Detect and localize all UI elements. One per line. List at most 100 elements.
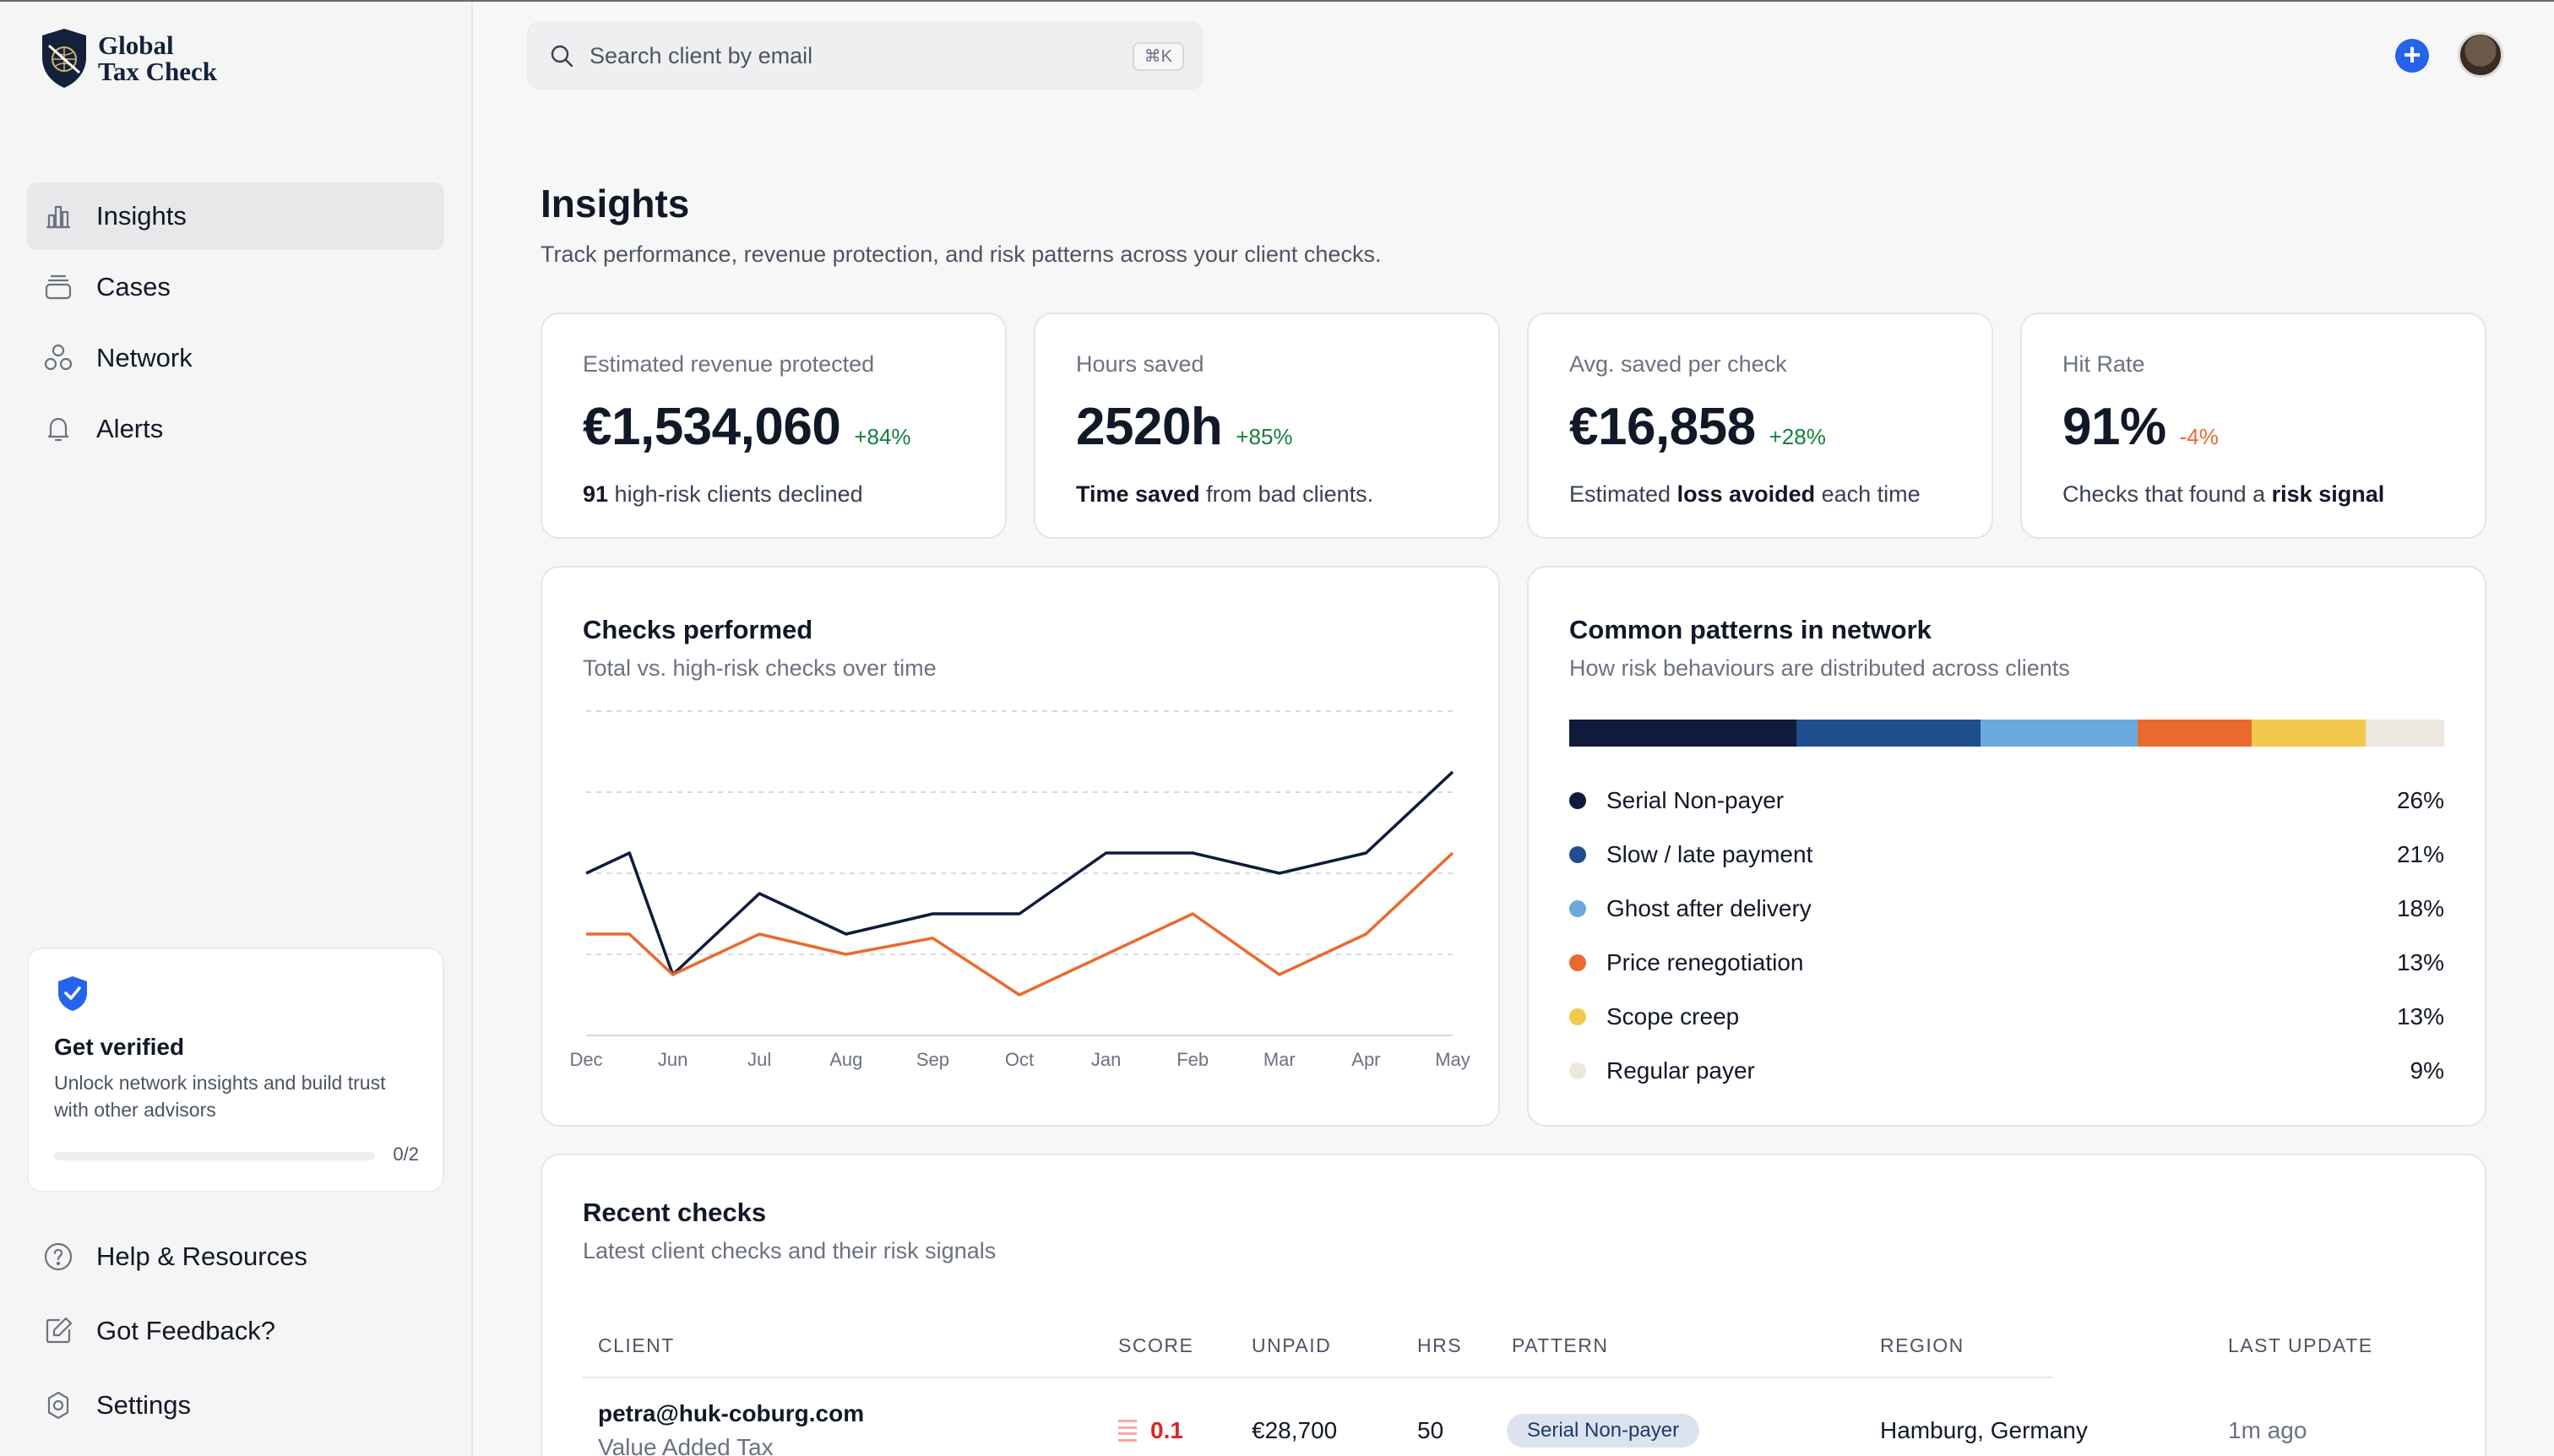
column-header-client[interactable]: CLIENT: [598, 1334, 675, 1356]
kpi-delta: +84%: [854, 424, 911, 449]
help-circle-icon: [44, 1242, 73, 1271]
table-divider: [583, 1377, 2052, 1378]
card-title: Recent checks: [583, 1198, 767, 1227]
client-email[interactable]: petra@huk-coburg.com: [598, 1400, 865, 1426]
nav-item-network[interactable]: Network: [27, 324, 444, 392]
kpi-delta: -4%: [2179, 424, 2219, 449]
bottom-nav: Help & Resources Got Feedback? Settings: [27, 1221, 444, 1444]
add-button[interactable]: +: [2395, 39, 2429, 73]
legend-dot-icon: [1569, 954, 1586, 971]
series-line-1[interactable]: [586, 851, 1454, 997]
nav-item-cases[interactable]: Cases: [27, 253, 444, 321]
column-header-pattern[interactable]: PATTERN: [1512, 1334, 1609, 1356]
nav-label: Help & Resources: [96, 1241, 307, 1271]
legend-label: Price renegotiation: [1606, 949, 1804, 975]
legend-item: Price renegotiation 13%: [1569, 936, 2444, 990]
column-header-region[interactable]: REGION: [1880, 1334, 1964, 1356]
nav-label: Settings: [96, 1390, 192, 1420]
legend-item: Regular payer 9%: [1569, 1044, 2444, 1098]
checks-performed-card: Checks performed Total vs. high-risk che…: [541, 566, 1500, 1127]
legend-percentage: 13%: [2396, 949, 2444, 975]
kpi-card-avg-saved: Avg. saved per check €16,858 +28% Estimat…: [1527, 312, 1993, 539]
nav-item-settings[interactable]: Settings: [27, 1370, 444, 1441]
column-header-score[interactable]: SCORE: [1118, 1334, 1194, 1356]
gear-icon: [47, 1391, 69, 1420]
legend-label: Ghost after delivery: [1606, 895, 1812, 921]
kpi-delta: +85%: [1236, 424, 1293, 449]
get-verified-card[interactable]: Get verified Unlock network insights and…: [27, 948, 444, 1193]
window-top-border: [0, 0, 2554, 2]
kpi-delta: +28%: [1769, 424, 1826, 449]
card-subtitle: Latest client checks and their risk sign…: [583, 1238, 997, 1263]
patterns-card: Common patterns in network How risk beha…: [1527, 566, 2486, 1127]
hours: 50: [1417, 1417, 1444, 1443]
card-title: Checks performed: [583, 615, 813, 644]
distribution-segment[interactable]: [1796, 720, 1981, 747]
distribution-segment[interactable]: [1980, 720, 2138, 747]
client-search-bar[interactable]: ⌘K: [527, 22, 1203, 90]
kpi-card-hours: Hours saved 2520h +85% Time saved from ba…: [1034, 312, 1500, 539]
nav-item-feedback[interactable]: Got Feedback?: [27, 1296, 444, 1366]
user-avatar[interactable]: [2458, 32, 2503, 78]
kpi-note: 91 high-risk clients declined: [583, 481, 863, 507]
kpi-label: Hours saved: [1076, 351, 1204, 377]
client-tax-type: Value Added Tax: [598, 1434, 774, 1456]
kpi-value: €16,858 +28%: [1569, 398, 1826, 456]
legend-percentage: 13%: [2396, 1003, 2444, 1030]
nav-label: Network: [96, 343, 193, 372]
kpi-card-revenue: Estimated revenue protected €1,534,060 +8…: [541, 312, 1007, 539]
search-icon: [551, 45, 573, 68]
card-subtitle: How risk behaviours are distributed acro…: [1569, 655, 2070, 681]
nav-item-help[interactable]: Help & Resources: [27, 1221, 444, 1292]
kpi-value: 91% -4%: [2062, 398, 2219, 456]
x-tick-label: Feb: [1176, 1049, 1209, 1070]
network-icon: [44, 344, 73, 371]
nav-item-insights[interactable]: Insights: [27, 182, 444, 250]
app-logo[interactable]: Global Tax Check: [39, 27, 217, 90]
nav-label: Insights: [96, 201, 187, 231]
legend-item: Scope creep 13%: [1569, 990, 2444, 1044]
kpi-label: Avg. saved per check: [1569, 351, 1787, 377]
distribution-segment[interactable]: [2138, 720, 2252, 747]
nav-label: Alerts: [96, 414, 164, 443]
kpi-label: Hit Rate: [2062, 351, 2145, 377]
bar-chart-icon: [46, 205, 71, 229]
column-header-last-update[interactable]: LAST UPDATE: [2228, 1334, 2373, 1356]
verify-title: Get verified: [54, 1034, 185, 1060]
legend-dot-icon: [1569, 1008, 1586, 1025]
legend-dot-icon: [1569, 846, 1586, 863]
x-tick-label: Apr: [1351, 1049, 1380, 1070]
kpi-note: Estimated loss avoided each time: [1569, 481, 1921, 507]
kpi-value: 2520h +85%: [1076, 398, 1293, 456]
checks-line-chart: Dec Jun Jul Aug Sep Oct Jan Feb Mar Apr May: [569, 710, 1470, 1070]
bell-icon: [47, 417, 69, 442]
column-header-unpaid[interactable]: UNPAID: [1252, 1334, 1332, 1356]
card-subtitle: Total vs. high-risk checks over time: [583, 655, 937, 681]
pattern-legend: Serial Non-payer 26% Slow / late payment 21…: [1569, 774, 2444, 1098]
x-tick-label: Jul: [747, 1049, 771, 1070]
x-tick-label: Sep: [916, 1049, 949, 1070]
legend-label: Scope creep: [1606, 1003, 1740, 1030]
distribution-segment[interactable]: [2365, 720, 2444, 747]
distribution-segment[interactable]: [1569, 720, 1797, 747]
series-line-0[interactable]: [585, 770, 1454, 976]
legend-dot-icon: [1569, 792, 1586, 809]
nav-label: Cases: [96, 272, 171, 302]
x-tick-label: Oct: [1005, 1049, 1034, 1070]
nav-item-alerts[interactable]: Alerts: [27, 395, 444, 463]
risk-score: 0.1: [1118, 1417, 1183, 1444]
edit-icon: [46, 1317, 73, 1344]
nav-label: Got Feedback?: [96, 1316, 275, 1345]
kpi-note: Time saved from bad clients.: [1076, 481, 1374, 507]
legend-dot-icon: [1569, 900, 1586, 917]
search-input[interactable]: [590, 42, 1113, 69]
last-update: 1m ago: [2228, 1417, 2307, 1443]
distribution-segment[interactable]: [2252, 720, 2366, 747]
verify-progress-bar: [54, 1152, 375, 1160]
logo-wordmark: Global Tax Check: [98, 30, 217, 86]
stack-icon: [45, 274, 72, 300]
kpi-card-hit-rate: Hit Rate 91% -4% Checks that found a risk…: [2020, 312, 2486, 539]
column-header-hrs[interactable]: HRS: [1417, 1334, 1463, 1356]
kpi-value: €1,534,060 +84%: [583, 398, 911, 456]
shield-logo-icon: [42, 29, 86, 88]
